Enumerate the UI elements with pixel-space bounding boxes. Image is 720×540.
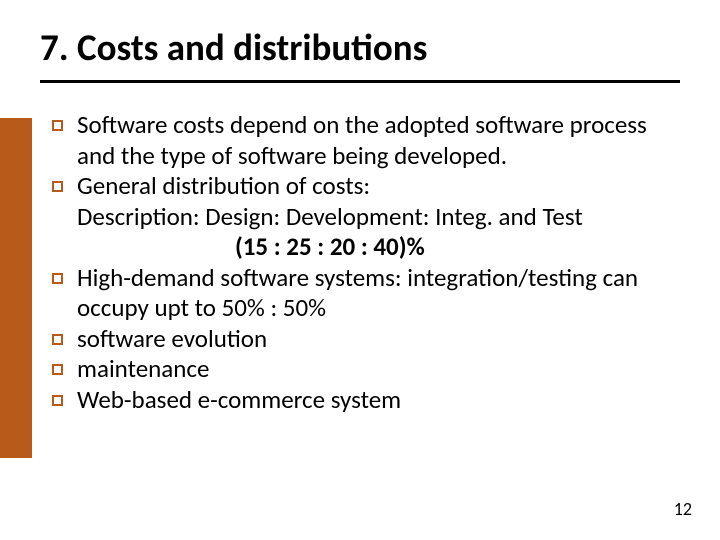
left-sidebar-accent (0, 118, 32, 458)
bullet-text: Software costs depend on the adopted sof… (77, 110, 682, 171)
bullet-text: Web-based e-commerce system (77, 385, 401, 416)
bullet-text: maintenance (77, 354, 209, 385)
bullet-icon (52, 364, 63, 375)
list-item: Software costs depend on the adopted sof… (52, 110, 682, 171)
list-item: maintenance (52, 354, 682, 385)
slide-title: 7. Costs and distributions (40, 28, 427, 69)
bullet-line: General distribution of costs: (77, 170, 370, 201)
bullet-list: Software costs depend on the adopted sof… (52, 110, 682, 415)
bullet-icon (52, 273, 63, 284)
bullet-icon (52, 181, 63, 192)
bullet-text: software evolution (77, 324, 267, 355)
list-item: Web-based e-commerce system (52, 385, 682, 416)
list-item: General distribution of costs: Descripti… (52, 171, 682, 263)
ratio-line: (15 : 25 : 20 : 40)% (77, 232, 583, 263)
title-underline (40, 80, 680, 83)
slide: 7. Costs and distributions Software cost… (0, 0, 720, 540)
list-item: software evolution (52, 324, 682, 355)
list-item: High-demand software systems: integratio… (52, 263, 682, 324)
page-number: 12 (674, 498, 692, 520)
bullet-icon (52, 334, 63, 345)
bullet-icon (52, 395, 63, 406)
bullet-text: General distribution of costs: Descripti… (77, 171, 583, 263)
bullet-line: Description: Design: Development: Integ.… (77, 201, 583, 232)
bullet-icon (52, 120, 63, 131)
bullet-text: High-demand software systems: integratio… (77, 263, 682, 324)
